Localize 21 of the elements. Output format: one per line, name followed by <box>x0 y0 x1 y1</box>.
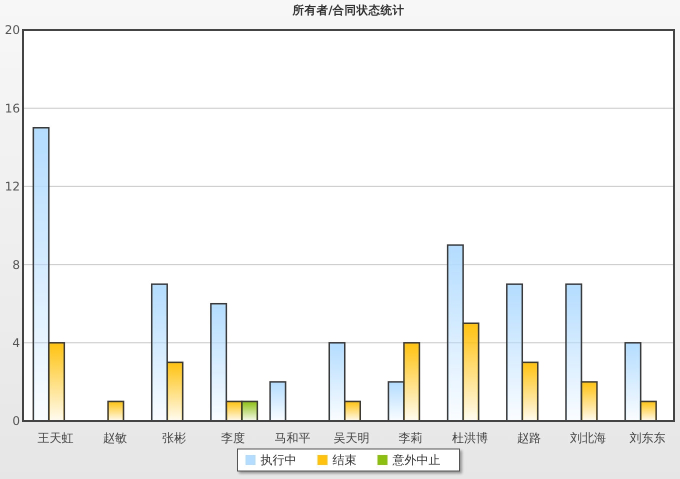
x-tick-label: 赵敏 <box>102 431 127 446</box>
y-tick-label: 0 <box>12 414 20 428</box>
legend-label: 执行中 <box>260 453 296 468</box>
y-tick-label: 4 <box>12 336 20 350</box>
x-tick-label: 赵路 <box>517 431 542 446</box>
x-tick-label: 李度 <box>221 431 246 446</box>
y-tick-label: 16 <box>4 101 20 116</box>
x-tick-label: 李莉 <box>398 431 423 446</box>
y-tick-label: 12 <box>4 180 20 194</box>
x-tick-label: 刘东东 <box>629 431 666 446</box>
x-tick-label: 马和平 <box>274 431 310 446</box>
x-tick-label: 吴天明 <box>334 431 370 446</box>
x-tick-label: 杜洪博 <box>452 431 488 446</box>
x-tick-label: 王天虹 <box>38 431 74 446</box>
chart-title: 所有者/合同状态统计 <box>291 3 405 17</box>
y-tick-label: 8 <box>12 258 20 272</box>
legend-label: 意外中止 <box>392 453 440 468</box>
x-tick-label: 刘北海 <box>570 431 606 446</box>
x-tick-label: 张彬 <box>162 431 186 446</box>
legend-label: 结束 <box>332 453 356 468</box>
y-tick-label: 20 <box>4 23 20 38</box>
